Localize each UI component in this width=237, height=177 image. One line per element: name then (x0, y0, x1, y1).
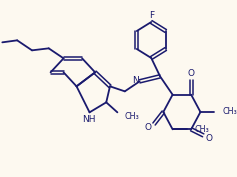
Text: O: O (205, 134, 212, 143)
Text: O: O (145, 124, 152, 133)
Text: CH₃: CH₃ (195, 125, 210, 134)
Text: CH₃: CH₃ (125, 112, 140, 121)
Text: CH₃: CH₃ (223, 107, 237, 116)
Text: NH: NH (82, 115, 95, 124)
Text: F: F (149, 12, 154, 21)
Text: O: O (188, 69, 195, 78)
Text: N: N (132, 76, 138, 85)
